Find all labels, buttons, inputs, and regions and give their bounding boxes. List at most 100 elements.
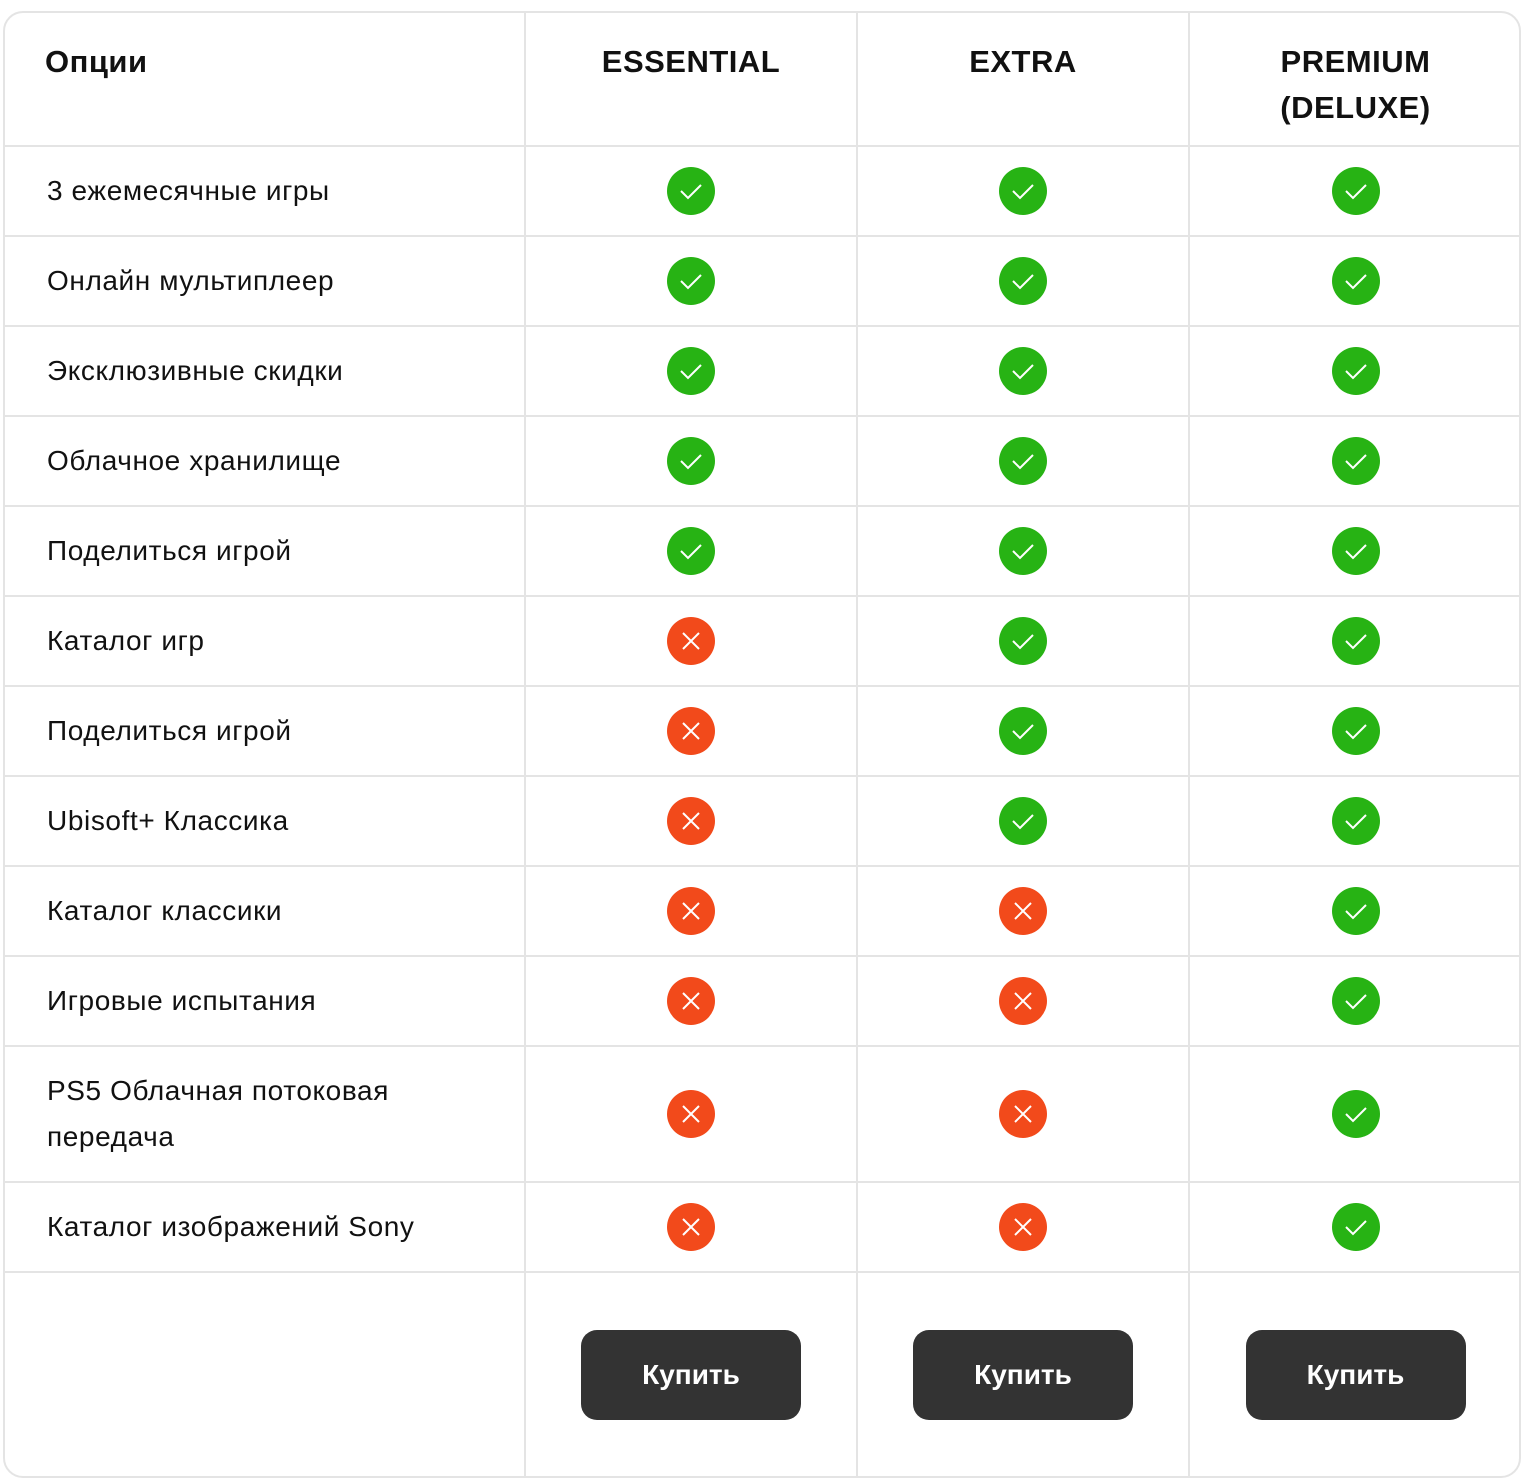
- buy-button[interactable]: Купить: [913, 1329, 1133, 1420]
- check-icon: [1331, 257, 1380, 305]
- plan-cell: [858, 687, 1190, 777]
- header-cell: EXTRA: [858, 13, 1190, 147]
- cross-icon: [667, 617, 715, 665]
- plan-cell: [858, 237, 1190, 327]
- check-icon: [1331, 527, 1380, 575]
- option-cell: PS5 Облачная потоковая передача: [5, 1047, 526, 1183]
- option-label: 3 ежемесячные игры: [47, 175, 330, 206]
- cross-icon: [999, 977, 1047, 1025]
- plan-cell: [858, 867, 1190, 957]
- plan-cell: [1190, 687, 1519, 777]
- plan-cell: [526, 597, 858, 687]
- check-icon: [1331, 707, 1380, 755]
- check-icon: [1331, 1203, 1380, 1251]
- check-icon: [1331, 977, 1380, 1025]
- check-icon: [999, 527, 1047, 575]
- check-icon: [1331, 617, 1380, 665]
- plan-cell: [526, 1183, 858, 1273]
- check-icon: [667, 527, 715, 575]
- option-label: Онлайн мультиплеер: [47, 265, 335, 296]
- check-icon: [999, 347, 1047, 395]
- cross-icon: [667, 887, 715, 935]
- cross-icon: [999, 1090, 1047, 1138]
- plan-cell: [1190, 327, 1519, 417]
- plan-cell: [1190, 417, 1519, 507]
- cross-icon: [667, 977, 715, 1025]
- cross-icon: [999, 1203, 1047, 1251]
- cross-icon: [667, 1090, 715, 1138]
- plan-cell: [526, 867, 858, 957]
- check-icon: [999, 257, 1047, 305]
- check-icon: [1331, 887, 1380, 935]
- check-icon: [1331, 167, 1380, 215]
- option-cell: Эксклюзивные скидки: [5, 327, 526, 417]
- header-cell: PREMIUM (DELUXE): [1190, 13, 1519, 147]
- check-icon: [999, 437, 1047, 485]
- plan-cell: [1190, 147, 1519, 237]
- option-label: Поделиться игрой: [47, 535, 292, 566]
- options-heading: Опции: [45, 44, 148, 79]
- check-icon: [1331, 797, 1380, 845]
- footer-cell: Купить: [1190, 1273, 1519, 1476]
- plan-cell: [858, 1183, 1190, 1273]
- header-cell: ESSENTIAL: [526, 13, 858, 147]
- header-cell: Опции: [5, 13, 526, 147]
- plan-cell: [858, 327, 1190, 417]
- plan-cell: [526, 507, 858, 597]
- option-label: Каталог классики: [47, 895, 283, 926]
- check-icon: [999, 797, 1047, 845]
- plan-name: ESSENTIAL: [601, 44, 781, 79]
- check-icon: [667, 437, 715, 485]
- plan-cell: [526, 687, 858, 777]
- option-cell: Ubisoft+ Классика: [5, 777, 526, 867]
- option-cell: Поделиться игрой: [5, 507, 526, 597]
- cross-icon: [667, 797, 715, 845]
- cross-icon: [667, 707, 715, 755]
- plan-cell: [858, 957, 1190, 1047]
- plan-cell: [858, 777, 1190, 867]
- option-cell: Каталог классики: [5, 867, 526, 957]
- option-label: Игровые испытания: [47, 985, 317, 1016]
- option-cell: Игровые испытания: [5, 957, 526, 1047]
- plan-cell: [526, 417, 858, 507]
- option-cell: Облачное хранилище: [5, 417, 526, 507]
- plan-cell: [1190, 957, 1519, 1047]
- check-icon: [667, 257, 715, 305]
- option-label: Поделиться игрой: [47, 715, 292, 746]
- check-icon: [1331, 347, 1380, 395]
- option-label: Облачное хранилище: [47, 445, 342, 476]
- check-icon: [999, 707, 1047, 755]
- footer-cell: Купить: [858, 1273, 1190, 1476]
- plan-cell: [1190, 597, 1519, 687]
- plan-cell: [526, 147, 858, 237]
- plan-cell: [1190, 777, 1519, 867]
- check-icon: [999, 617, 1047, 665]
- option-label: PS5 Облачная потоковая передача: [47, 1075, 389, 1152]
- cross-icon: [999, 887, 1047, 935]
- check-icon: [667, 347, 715, 395]
- check-icon: [1331, 1090, 1380, 1138]
- option-cell: Каталог изображений Sony: [5, 1183, 526, 1273]
- check-icon: [1331, 437, 1380, 485]
- plan-cell: [1190, 1047, 1519, 1183]
- footer-cell: [5, 1273, 526, 1476]
- plan-cell: [526, 237, 858, 327]
- plan-name: PREMIUM (DELUXE): [1280, 44, 1431, 125]
- buy-button[interactable]: Купить: [581, 1329, 801, 1420]
- option-cell: Каталог игр: [5, 597, 526, 687]
- plan-cell: [1190, 237, 1519, 327]
- plan-cell: [858, 597, 1190, 687]
- plan-cell: [1190, 507, 1519, 597]
- plan-cell: [858, 507, 1190, 597]
- plan-cell: [1190, 867, 1519, 957]
- buy-button[interactable]: Купить: [1245, 1329, 1466, 1420]
- option-label: Каталог изображений Sony: [47, 1211, 415, 1242]
- plan-cell: [858, 1047, 1190, 1183]
- plan-cell: [526, 327, 858, 417]
- plan-name: EXTRA: [969, 44, 1077, 79]
- footer-cell: Купить: [526, 1273, 858, 1476]
- plan-cell: [526, 957, 858, 1047]
- cross-icon: [667, 1203, 715, 1251]
- option-cell: 3 ежемесячные игры: [5, 147, 526, 237]
